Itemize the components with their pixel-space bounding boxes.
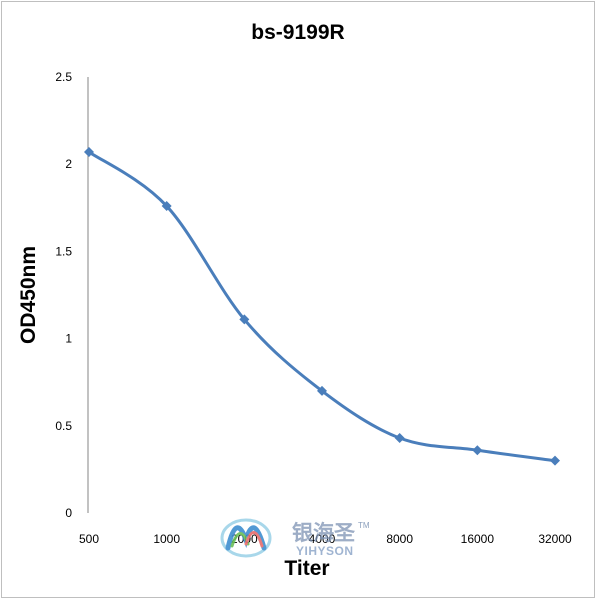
watermark-trademark: TM — [358, 521, 370, 530]
x-tick-label: 16000 — [461, 532, 495, 546]
y-tick-label: 2.5 — [55, 70, 72, 84]
y-tick-labels: 0 0.5 1 1.5 2 2.5 — [55, 70, 72, 520]
series-markers — [84, 146, 560, 466]
data-point-marker — [394, 433, 405, 444]
watermark-chinese-text: 银海圣 — [292, 521, 356, 545]
x-tick-label: 4000 — [309, 532, 336, 546]
watermark-english-text: YIHYSON — [296, 544, 354, 558]
y-tick-label: 0 — [65, 506, 72, 520]
y-tick-label: 1 — [65, 332, 72, 346]
data-point-marker — [161, 201, 172, 212]
y-axis-title: OD450nm — [17, 246, 40, 344]
y-tick-label: 1.5 — [55, 244, 72, 258]
x-axis-title: Titer — [284, 557, 329, 580]
series-line — [87, 150, 557, 463]
y-tick-label: 2 — [65, 157, 72, 171]
chart-title: bs-9199R — [251, 21, 344, 44]
x-tick-label: 1000 — [153, 532, 180, 546]
x-tick-label: 8000 — [386, 532, 413, 546]
x-tick-labels: 500 1000 2000 4000 8000 16000 32000 — [79, 532, 572, 546]
watermark-logo: 银海圣 TM YIHYSON — [220, 518, 370, 558]
data-point-marker — [472, 445, 483, 456]
x-tick-label: 32000 — [538, 532, 572, 546]
data-point-marker — [239, 314, 250, 325]
data-point-marker — [550, 455, 560, 466]
data-point-marker — [317, 385, 327, 396]
data-point-marker — [84, 146, 94, 157]
x-tick-label: 500 — [79, 532, 99, 546]
logo-swirl-icon — [220, 518, 272, 558]
y-tick-label: 0.5 — [55, 419, 72, 433]
